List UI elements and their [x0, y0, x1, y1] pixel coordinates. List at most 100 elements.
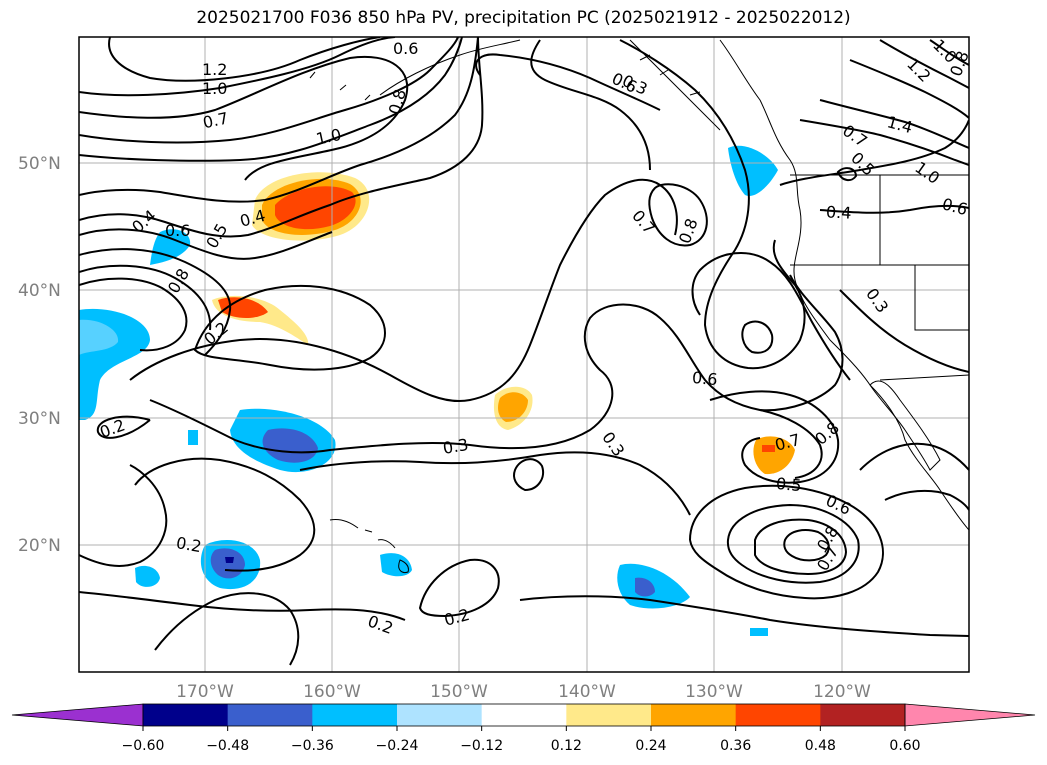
precip-blob: [750, 628, 768, 636]
pv-contour: [475, 53, 661, 111]
pv-contour: [79, 37, 484, 238]
coastline-north-america: [719, 39, 969, 531]
pv-contour: [691, 252, 851, 381]
contour-label: 0.6: [393, 39, 418, 58]
island-chain-alaska-panhandle: [629, 39, 721, 131]
colorbar-segment: [312, 704, 398, 726]
lat-label-30n: 30°N: [18, 409, 61, 429]
pv-contour: [79, 37, 396, 97]
pv-contour: [879, 39, 969, 89]
precip-blob: [135, 565, 160, 587]
pv-contours: [79, 37, 969, 666]
contour-label: 1.2: [202, 60, 227, 79]
precip-blob: [150, 229, 191, 265]
hawaii-islands: [329, 519, 409, 573]
lat-label-20n: 20°N: [18, 536, 61, 556]
pv-contour: [96, 415, 151, 439]
longitude-labels: 170°W 160°W 150°W 140°W 130°W 120°W: [176, 682, 871, 702]
colorbar-segment: [566, 704, 652, 726]
pv-contour: [754, 518, 848, 576]
pv-contour: [154, 592, 300, 666]
precip-blob: [380, 553, 412, 577]
pv-contour: [79, 464, 168, 567]
contour-label: 0.8: [946, 48, 973, 78]
map-border: [78, 36, 970, 673]
pv-contour: [884, 489, 969, 511]
pv-contour: [79, 37, 459, 144]
colorbar-segment: [227, 704, 313, 726]
graticule: [79, 37, 969, 672]
colorbar-segment: [143, 704, 229, 726]
contour-label: 0.7: [201, 108, 230, 132]
island-chain-alaska: [309, 39, 521, 101]
pv-contour: [836, 167, 858, 182]
pv-contour: [783, 529, 830, 562]
precip-blob: [262, 428, 318, 463]
pv-contour: [79, 228, 333, 260]
lon-label-130w: 130°W: [685, 682, 743, 702]
lat-label-50n: 50°N: [18, 154, 61, 174]
lon-label-150w: 150°W: [430, 682, 488, 702]
contour-label: 0.4: [826, 202, 852, 222]
colorbar-outline: [142, 703, 906, 727]
pv-contour: [779, 119, 969, 186]
lon-label-140w: 140°W: [558, 682, 616, 702]
coastlines: [309, 39, 969, 573]
contour-label: 1.0: [202, 79, 227, 98]
border-us-mexico: [879, 374, 969, 381]
pv-contour: [79, 591, 406, 621]
contour-label: 0.6: [165, 221, 190, 240]
pv-contour: [299, 451, 691, 516]
pv-contour: [129, 178, 678, 402]
pv-contour: [134, 457, 316, 572]
colorbar-segment: [397, 704, 483, 726]
pv-contour: [79, 277, 188, 352]
pv-contour: [513, 458, 544, 492]
pv-contour: [859, 442, 969, 471]
contour-label: 0.2: [175, 533, 203, 556]
contour-label: 0.5: [775, 474, 802, 495]
contour-label: 1.0: [314, 125, 343, 149]
colorbar-tick-label: −0.48: [206, 738, 249, 754]
colorbar-tick-label: −0.12: [460, 738, 503, 754]
colorbar-segment: [651, 704, 737, 726]
pv-contour: [799, 119, 969, 166]
colorbar-tick-label: −0.36: [291, 738, 334, 754]
pv-contour: [79, 37, 479, 203]
pv-contour: [149, 274, 844, 454]
pv-contour: [819, 99, 969, 149]
latitude-labels: 50°N 40°N 30°N 20°N: [18, 154, 61, 556]
precip-blob: [225, 557, 234, 563]
colorbar: −0.60 −0.48 −0.36 −0.24 −0.12 0.12 0.24 0.36 0.4…: [11, 703, 1036, 754]
pv-contour: [726, 503, 860, 584]
lon-label-120w: 120°W: [813, 682, 871, 702]
colorbar-tick-label: 0.36: [720, 738, 751, 754]
pv-contour: [519, 595, 969, 637]
contour-label: 0.3: [441, 435, 469, 458]
precip-blob: [635, 577, 655, 597]
pv-contour: [819, 204, 969, 214]
colorbar-tick-label: 0.60: [889, 738, 920, 754]
pv-contour: [79, 248, 232, 356]
pv-contour: [619, 39, 806, 370]
pv-contour: [839, 289, 969, 373]
coastline-baja: [869, 380, 941, 471]
precip-blob: [188, 430, 198, 445]
pv-contour: [193, 284, 386, 371]
colorbar-segment: [481, 704, 567, 726]
pv-contour: [709, 390, 840, 484]
colorbar-extend-low: [11, 703, 144, 727]
colorbar-extend-high: [904, 703, 1036, 727]
colorbar-tick-label: −0.60: [122, 738, 165, 754]
colorbar-tick-label: −0.24: [376, 738, 419, 754]
pv-contour: [79, 37, 463, 162]
precip-blob: [79, 319, 119, 355]
lon-label-170w: 170°W: [176, 682, 234, 702]
pv-contour: [689, 484, 884, 600]
colorbar-tick-label: 0.12: [551, 738, 582, 754]
colorbar-segment: [735, 704, 821, 726]
lon-label-160w: 160°W: [303, 682, 361, 702]
state-border: [914, 265, 969, 331]
precip-blob: [762, 445, 775, 452]
